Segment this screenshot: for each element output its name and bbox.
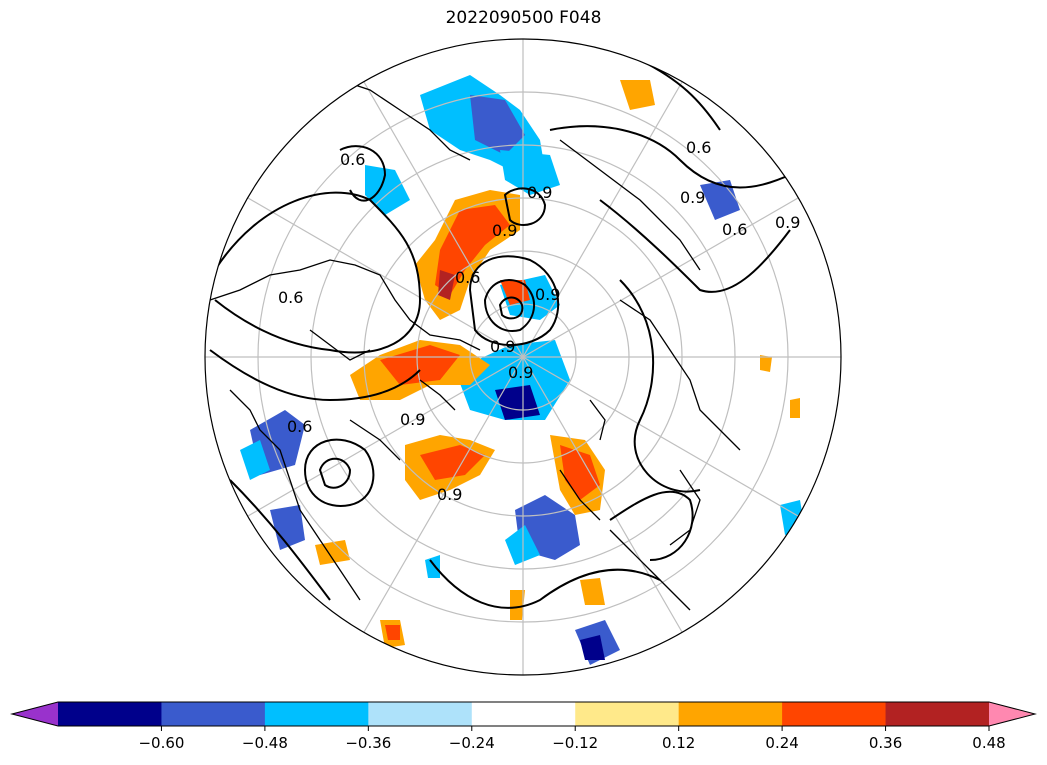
colorbar-tick-label: 0.24 [765,734,798,752]
colorbar-tick-label: −0.60 [138,734,184,752]
colorbar-tick-label: −0.36 [345,734,391,752]
colorbar-tick-label: 0.36 [869,734,902,752]
map-boundary [204,38,842,676]
colorbar-bin [161,702,266,726]
colorbar-tick-label: −0.48 [242,734,288,752]
colorbar-bin [471,702,576,726]
polar-map: 0.6 0.6 0.6 0.9 0.9 0.9 0.9 0.9 0.9 0.9 … [204,38,842,676]
contour-label: 0.6 [340,150,365,169]
colorbar-bin [58,702,162,726]
colorbar-fills [10,701,1037,727]
colorbar-tick-label: −0.24 [449,734,495,752]
contour-label: 0.9 [535,285,560,304]
colorbar-tick-labels: −0.60 −0.48 −0.36 −0.24 −0.12 0.12 0.24 0.36 0.4… [138,726,1006,752]
contour-label: 0.6 [722,220,747,239]
colorbar-bin [678,702,783,726]
contour-label: 0.6 [686,138,711,157]
contour-label: 0.9 [437,485,462,504]
colorbar: −0.60 −0.48 −0.36 −0.24 −0.12 0.12 0.24 0.36 0.4… [10,701,1037,752]
colorbar-bin [782,702,887,726]
contour-label: 0.9 [490,337,515,356]
contour-label: 0.6 [278,288,303,307]
colorbar-bin [264,702,369,726]
contour-label: 0.9 [508,363,533,382]
contour-label-group: 0.6 0.6 0.6 0.9 0.9 0.9 0.9 0.9 0.9 0.9 … [278,138,800,504]
colorbar-bin [368,702,473,726]
contour-label: 0.9 [775,213,800,232]
coastlines [209,79,741,611]
contour-label: 0.6 [455,268,480,287]
contour-label: 0.9 [492,221,517,240]
contour-label: 0.9 [400,410,425,429]
colorbar-bin [885,702,990,726]
colorbar-tick-label: −0.12 [552,734,598,752]
page-title: 2022090500 F048 [445,8,602,28]
shaded-anomalies [240,75,805,665]
contour-label: 0.6 [287,417,312,436]
colorbar-bin [575,702,680,726]
colorbar-extend-high [989,702,1035,726]
colorbar-outline [10,701,1037,727]
contour-label: 0.9 [680,188,705,207]
colorbar-tick-label: 0.48 [972,734,1005,752]
colorbar-tick-label: 0.12 [662,734,695,752]
contour-lines [209,59,801,609]
contour-label: 0.9 [527,183,552,202]
colorbar-extend-low [12,702,58,726]
graticule [205,39,841,675]
